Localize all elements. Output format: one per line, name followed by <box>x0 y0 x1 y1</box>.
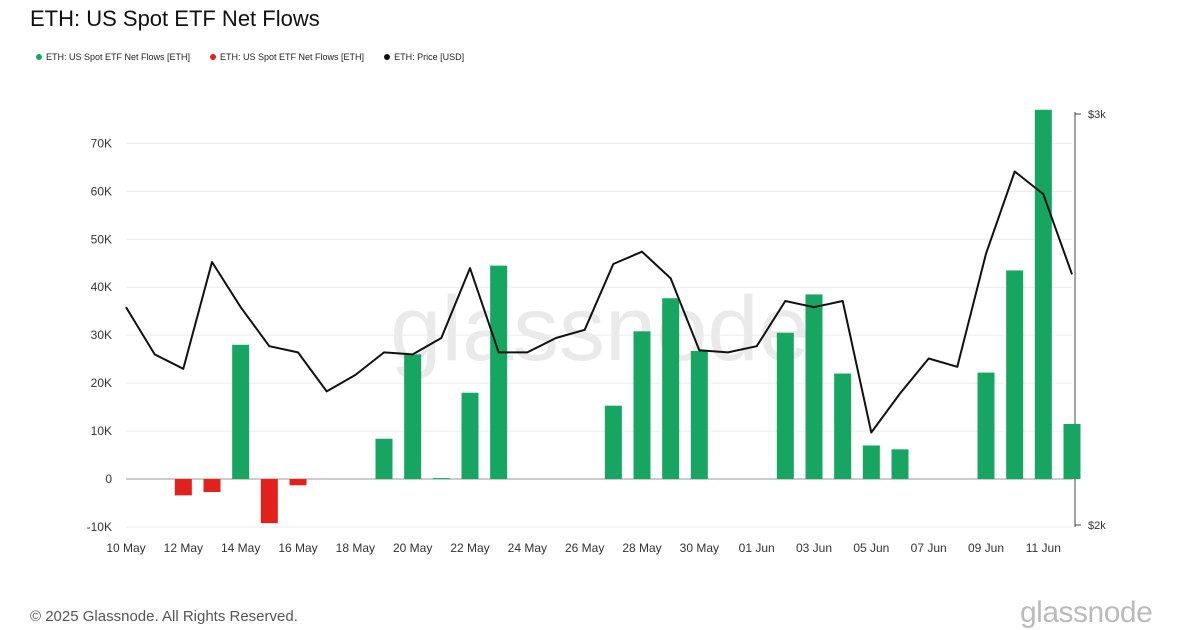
bar <box>776 332 794 480</box>
x-tick-label: 18 May <box>336 541 375 555</box>
bar <box>404 354 422 480</box>
bar <box>174 479 192 496</box>
bar <box>432 478 450 480</box>
y2-tick-label: $2k <box>1088 520 1106 532</box>
y-tick-label: 10K <box>91 424 112 438</box>
bar <box>834 373 852 480</box>
y-tick-label: 60K <box>91 184 112 198</box>
x-tick-label: 16 May <box>278 541 317 555</box>
price-series <box>125 170 1073 434</box>
legend-swatch-red <box>210 54 217 60</box>
x-tick-label: 03 Jun <box>796 541 832 555</box>
bar <box>289 479 307 486</box>
legend: ETH: US Spot ETF Net Flows [ETH] ETH: US… <box>36 52 464 62</box>
bar <box>1063 423 1081 480</box>
x-tick-label: 01 Jun <box>739 541 775 555</box>
legend-swatch-black <box>384 54 391 60</box>
x-tick-label: 14 May <box>221 541 260 555</box>
copyright-footer: © 2025 Glassnode. All Rights Reserved. <box>30 608 298 625</box>
y-tick-label: 20K <box>91 376 112 390</box>
bar <box>891 449 909 480</box>
bar <box>604 405 622 480</box>
x-tick-label: 22 May <box>450 541 489 555</box>
x-tick-label: 26 May <box>565 541 604 555</box>
bar <box>461 392 479 480</box>
x-tick-label: 05 Jun <box>853 541 889 555</box>
glassnode-logo: glassnode <box>1020 596 1153 629</box>
bar <box>805 294 823 480</box>
legend-item-price[interactable]: ETH: Price [USD] <box>384 52 464 62</box>
bar <box>690 351 708 480</box>
legend-label: ETH: Price [USD] <box>394 52 465 62</box>
x-tick-label: 11 Jun <box>1026 541 1061 555</box>
price-line <box>125 170 1073 434</box>
legend-swatch-green <box>36 54 42 60</box>
x-tick-label: 10 May <box>106 541 145 555</box>
x-tick-label: 20 May <box>393 541 432 555</box>
legend-item-inflows[interactable]: ETH: US Spot ETF Net Flows [ETH] <box>36 52 190 62</box>
y-axis-left: -10K 0 10K 20K 30K 40K 50K 60K 70K <box>87 136 113 534</box>
bar <box>375 438 393 480</box>
y-tick-label: 0 <box>105 472 112 486</box>
x-tick-label: 30 May <box>680 541 719 555</box>
bar <box>1034 109 1052 480</box>
x-tick-label: 28 May <box>622 541 661 555</box>
y-tick-label: 40K <box>91 280 112 294</box>
y2-tick-label: $3k <box>1088 109 1106 121</box>
bar <box>662 298 680 480</box>
x-tick-label: 24 May <box>508 541 547 555</box>
bar <box>862 445 880 480</box>
y-tick-label: 70K <box>91 136 112 150</box>
gridlines <box>126 142 1072 528</box>
x-axis: 10 May 12 May 14 May 16 May 18 May 20 May 22 M… <box>106 541 1061 555</box>
x-tick-label: 07 Jun <box>911 541 947 555</box>
x-tick-label: 12 May <box>164 541 203 555</box>
y-tick-label: 50K <box>91 232 112 246</box>
bar <box>490 265 508 480</box>
legend-label: ETH: US Spot ETF Net Flows [ETH] <box>220 52 365 62</box>
bar <box>977 372 995 480</box>
bar <box>203 479 221 492</box>
x-tick-label: 09 Jun <box>968 541 1004 555</box>
bar <box>1006 270 1024 480</box>
legend-item-outflows[interactable]: ETH: US Spot ETF Net Flows [ETH] <box>210 52 364 62</box>
chart-title: ETH: US Spot ETF Net Flows <box>30 6 320 31</box>
y-tick-label: -10K <box>87 520 112 534</box>
bar <box>633 331 651 480</box>
y-tick-label: 30K <box>91 328 112 342</box>
bar <box>260 479 278 524</box>
legend-label: ETH: US Spot ETF Net Flows [ETH] <box>46 52 191 62</box>
bar-series <box>174 109 1081 524</box>
bar <box>232 344 250 480</box>
